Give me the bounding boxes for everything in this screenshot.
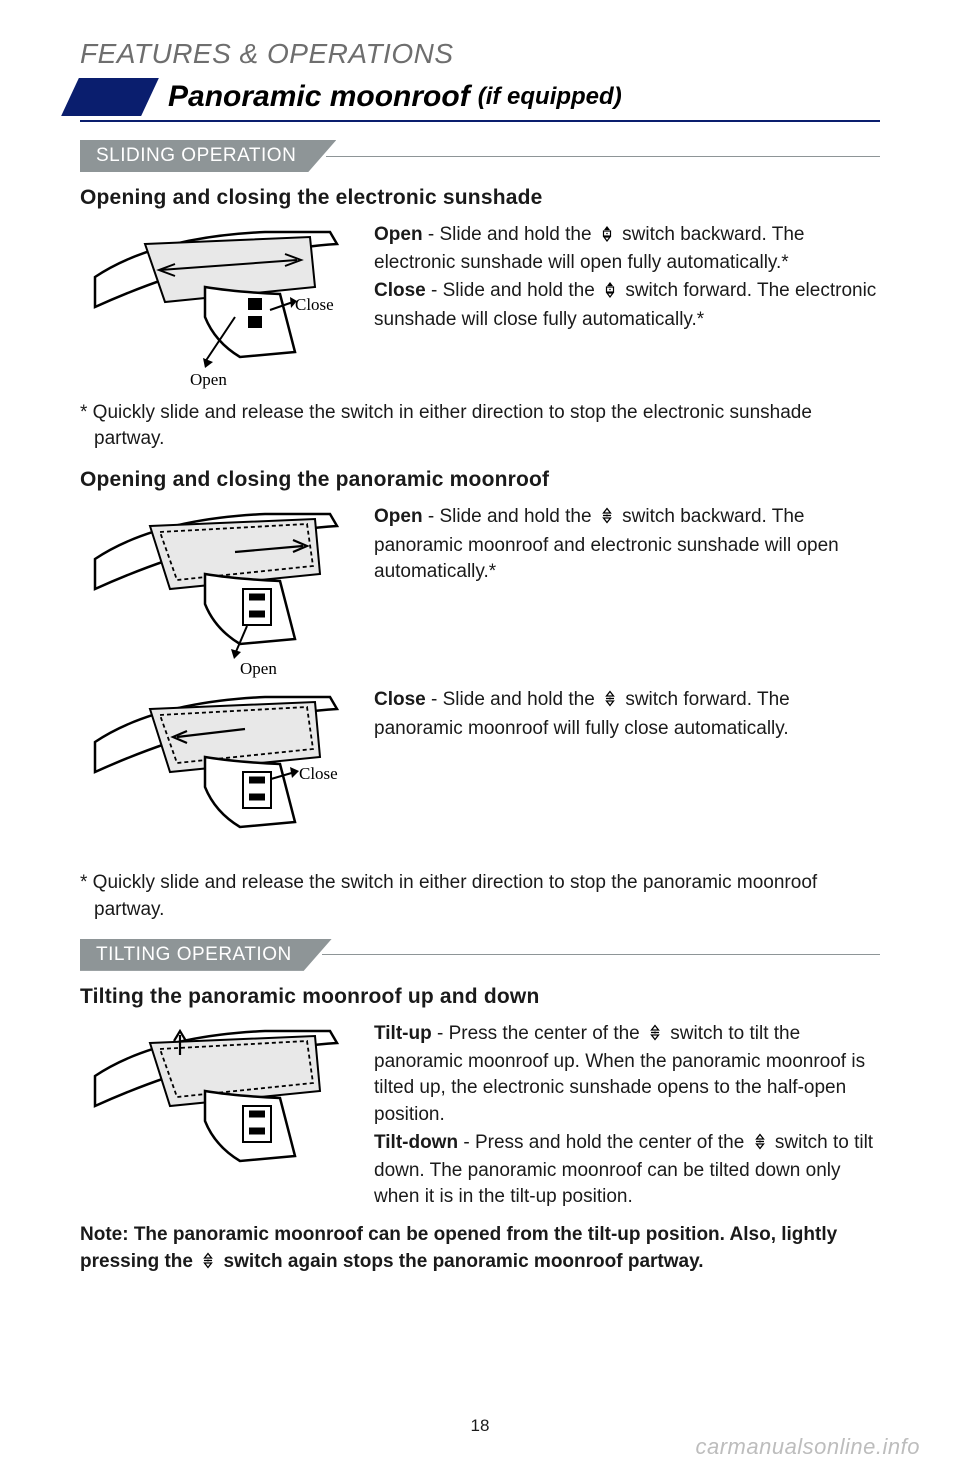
sunshade-footnote: * Quickly slide and release the switch i…: [80, 400, 880, 452]
open-text-1: - Slide and hold the: [423, 224, 597, 245]
switch-updown-icon: [752, 1132, 768, 1158]
tilt-down-label: Tilt-down: [374, 1132, 458, 1153]
banner-divider: [326, 156, 880, 157]
moonroof-footnote: * Quickly slide and release the switch i…: [80, 870, 880, 922]
subhead-sunshade: Opening and closing the electronic sunsh…: [80, 186, 880, 210]
open-label: Open: [374, 224, 423, 245]
page-title-suffix: (if equipped): [478, 83, 622, 111]
page-number: 18: [0, 1416, 960, 1436]
subhead-tilt: Tilting the panoramic moonroof up and do…: [80, 985, 880, 1009]
switch-updown-box-icon: [602, 280, 618, 306]
illus-close-label: Close: [295, 295, 334, 314]
tilt-up-text-1: - Press the center of the: [432, 1023, 645, 1044]
switch-updown-icon: [599, 506, 615, 532]
banner-tilting: TILTING OPERATION: [80, 939, 880, 971]
illus-open-label: Open: [240, 659, 277, 678]
sunshade-text: Open - Slide and hold the switch backwar…: [374, 222, 880, 392]
switch-updown-icon: [602, 689, 618, 715]
moonroof-close-text: Close - Slide and hold the switch forwar…: [374, 687, 880, 862]
tilt-row: Tilt-up - Press the center of the switch…: [80, 1021, 880, 1213]
page-title-row: Panoramic moonroof (if equipped): [80, 78, 880, 122]
note-post: switch again stops the panoramic moonroo…: [218, 1251, 703, 1272]
moonroof-close-row: Close Close - Slide and hold the switch …: [80, 687, 880, 862]
subhead-moonroof: Opening and closing the panoramic moonro…: [80, 468, 880, 492]
illus-open-label: Open: [190, 370, 227, 389]
close-label: Close: [374, 689, 426, 710]
open-label: Open: [374, 506, 423, 527]
tilt-down-text-1: - Press and hold the center of the: [458, 1132, 750, 1153]
watermark: carmanualsonline.info: [695, 1434, 920, 1460]
tilt-illustration: [80, 1021, 350, 1213]
page-title: Panoramic moonroof: [168, 80, 470, 114]
title-accent-shape: [61, 78, 159, 116]
switch-updown-icon: [647, 1023, 663, 1049]
moonroof-open-text: Open - Slide and hold the switch backwar…: [374, 504, 880, 679]
switch-updown-icon: [200, 1251, 216, 1277]
moonroof-open-illustration: Open: [80, 504, 350, 679]
banner-sliding-label: SLIDING OPERATION: [96, 145, 296, 167]
banner-tilting-label: TILTING OPERATION: [96, 944, 292, 966]
switch-updown-box-icon: [599, 224, 615, 250]
close-text-1: - Slide and hold the: [426, 280, 600, 301]
open-text-1: - Slide and hold the: [423, 506, 597, 527]
moonroof-close-illustration: Close: [80, 687, 350, 862]
note-text: Note: The panoramic moonroof can be open…: [80, 1222, 880, 1276]
sunshade-row: Close Open Open - Slide and hold the swi…: [80, 222, 880, 392]
tilt-text: Tilt-up - Press the center of the switch…: [374, 1021, 880, 1213]
banner-sliding: SLIDING OPERATION: [80, 140, 880, 172]
illus-close-label: Close: [299, 764, 338, 783]
close-label: Close: [374, 280, 426, 301]
moonroof-open-row: Open Open - Slide and hold the switch ba…: [80, 504, 880, 679]
tilt-up-label: Tilt-up: [374, 1023, 432, 1044]
section-label: FEATURES & OPERATIONS: [80, 38, 880, 70]
close-text-1: - Slide and hold the: [426, 689, 600, 710]
sunshade-illustration: Close Open: [80, 222, 350, 392]
banner-divider: [322, 954, 880, 955]
